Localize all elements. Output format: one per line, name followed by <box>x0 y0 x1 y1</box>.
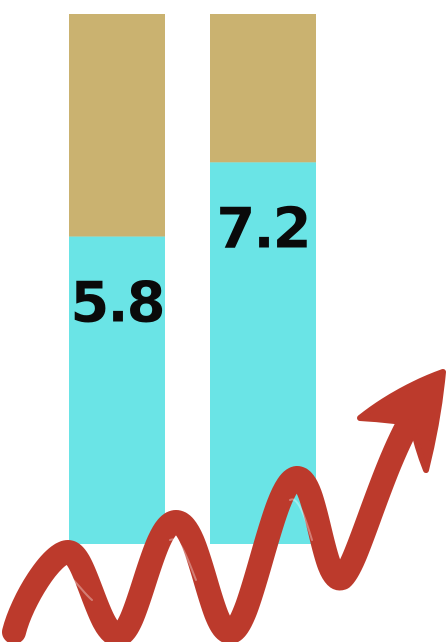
bar-2-data-label: 7.2 <box>216 196 309 261</box>
bar-1-remainder-segment <box>69 14 165 237</box>
bar-1-data-label: 5.8 <box>70 271 163 336</box>
bar-2-remainder-segment <box>210 14 316 163</box>
data-labels-group: 5.8 7.2 <box>70 196 311 336</box>
bar-1-value-segment <box>69 236 165 544</box>
zigzag-up-arrow-icon <box>2 369 446 642</box>
